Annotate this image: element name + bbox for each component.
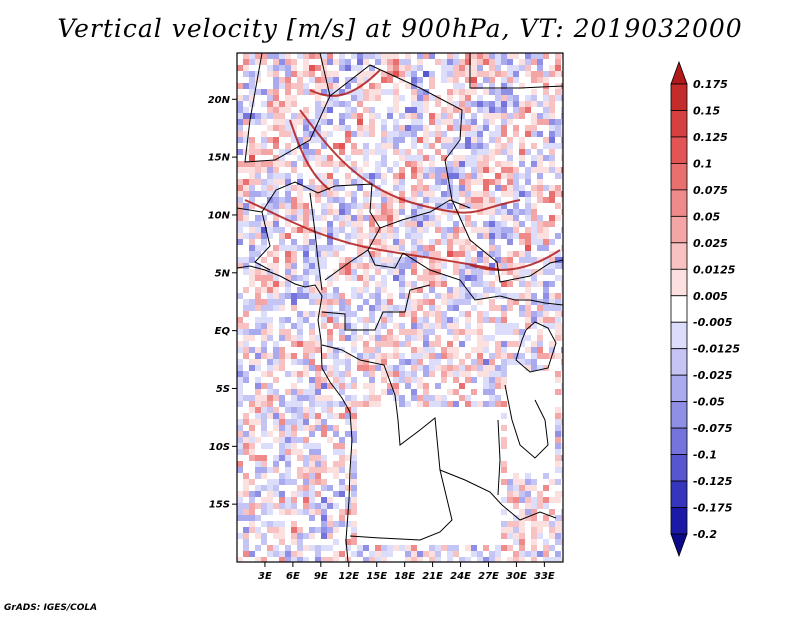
colorbar-segment — [670, 507, 688, 535]
grads-credit: GrADS: IGES/COLA — [4, 603, 98, 613]
lat-label: 10S — [209, 442, 230, 453]
lon-label: 3E — [258, 571, 272, 582]
colorbar-segment — [670, 268, 688, 297]
border-line — [329, 64, 563, 283]
convergence-streak — [469, 249, 561, 271]
colorbar-segment — [670, 189, 688, 217]
colorbar-segment — [670, 60, 688, 85]
lon-label: 9E — [314, 571, 328, 582]
lon-label: 33E — [534, 571, 555, 582]
lon-label: 21E — [422, 571, 443, 582]
colorbar-label: -0.175 — [693, 502, 733, 515]
border-line — [321, 344, 453, 541]
latitude-axis: 20N 15N 10N 5N EQ 5S 10S 15S — [208, 95, 237, 511]
lon-label: 6E — [286, 571, 300, 582]
colorbar-segment — [670, 110, 688, 138]
border-line — [324, 249, 369, 281]
colorbar-label: 0.05 — [693, 210, 720, 223]
colorbar-label: 0.0125 — [693, 263, 736, 276]
map-title: Vertical velocity [m/s] at 900hPa, VT: 2… — [57, 14, 743, 43]
border-line — [379, 199, 471, 229]
border-line — [237, 181, 404, 269]
border-line — [515, 321, 557, 373]
convergence-streak — [299, 109, 521, 214]
convergence-streak — [289, 119, 331, 191]
colorbar-segment — [670, 401, 688, 429]
colorbar-segment — [670, 242, 688, 270]
colorbar-segment — [670, 348, 688, 376]
lat-label: 5N — [215, 268, 231, 279]
colorbar-segment — [670, 321, 688, 350]
colorbar-segment — [670, 427, 688, 455]
lon-label: 27E — [478, 571, 499, 582]
border-line — [402, 252, 501, 301]
colorbar-label: 0.15 — [693, 104, 720, 117]
colorbar-segment — [670, 533, 688, 558]
colorbar-segment — [670, 163, 688, 191]
longitude-axis: 3E 6E 9E 12E 15E 18E 21E 24E 27E 30E 33E — [258, 562, 555, 582]
border-line — [439, 469, 557, 521]
colorbar-label: 0.175 — [693, 78, 728, 91]
colorbar-segment — [670, 295, 688, 323]
border-line — [504, 384, 549, 459]
colorbar-label: -0.005 — [693, 316, 733, 329]
colorbar-label: 0.075 — [693, 184, 728, 197]
colorbar-label: -0.2 — [693, 528, 717, 541]
border-line — [469, 53, 563, 89]
colorbar-segment — [670, 454, 688, 482]
colorbar: 0.175 0.15 0.125 0.1 0.075 0.05 0.025 0.0125 0.0… — [670, 60, 740, 558]
map-frame — [236, 52, 564, 563]
lat-label: EQ — [215, 326, 231, 337]
lon-label: 30E — [506, 571, 527, 582]
colorbar-segment — [670, 136, 688, 164]
lat-label: 15S — [209, 500, 230, 511]
lat-label: 20N — [208, 95, 231, 106]
border-line — [321, 284, 431, 331]
lon-label: 24E — [450, 571, 471, 582]
country-borders — [237, 53, 563, 562]
border-line — [309, 192, 323, 291]
lon-label: 15E — [366, 571, 387, 582]
lon-label: 12E — [338, 571, 359, 582]
lon-label: 18E — [394, 571, 415, 582]
colorbar-label: -0.075 — [693, 422, 733, 435]
colorbar-label: 0.005 — [693, 290, 728, 303]
colorbar-label: -0.0125 — [693, 343, 740, 356]
convergence-streak — [309, 69, 381, 97]
colorbar-label: 0.025 — [693, 237, 728, 250]
colorbar-label: -0.025 — [693, 369, 733, 382]
coastline — [237, 265, 353, 562]
colorbar-segment — [670, 374, 688, 403]
colorbar-label: 0.125 — [693, 131, 728, 144]
colorbar-label: -0.05 — [693, 396, 725, 409]
border-line — [499, 295, 563, 306]
colorbar-label: 0.1 — [693, 157, 713, 170]
border-line — [254, 211, 271, 271]
colorbar-segment — [670, 480, 688, 508]
velocity-field — [237, 53, 563, 562]
colorbar-segment — [670, 215, 688, 244]
lat-label: 5S — [216, 384, 230, 395]
colorbar-segment — [670, 83, 688, 111]
colorbar-label: -0.1 — [693, 449, 717, 462]
convergence-streak — [244, 199, 501, 271]
colorbar-label: -0.125 — [693, 475, 733, 488]
lat-label: 10N — [208, 210, 231, 221]
lat-label: 15N — [208, 153, 231, 164]
border-line — [497, 419, 501, 496]
